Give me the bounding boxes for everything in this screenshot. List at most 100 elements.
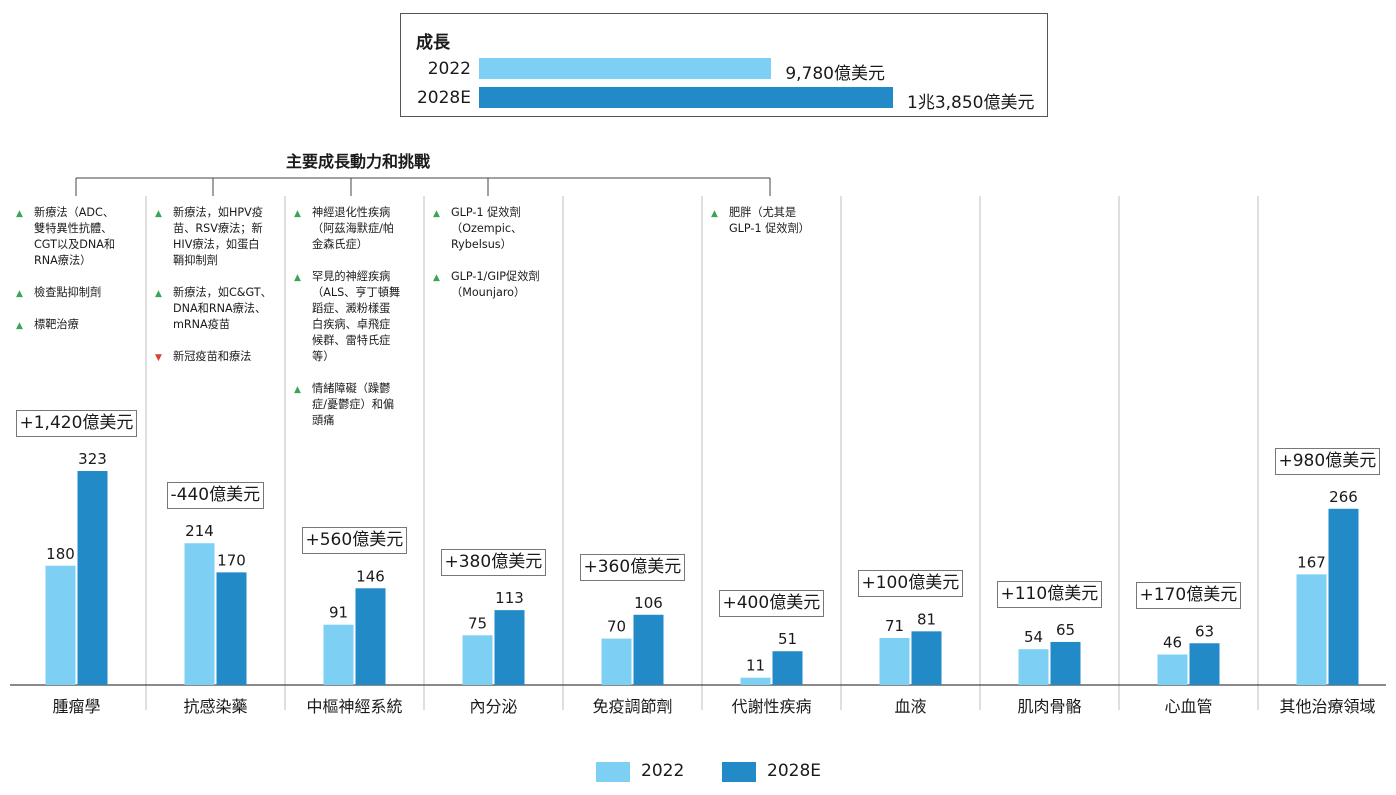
driver-note: ▲ GLP-1/GIP促效劑 （Mounjaro）: [433, 269, 558, 301]
notes-column-3: ▲ GLP-1 促效劑 （Ozempic、 Rybelsus） ▲ GLP-1/GIP…: [433, 205, 558, 317]
bar-2022-2: [323, 624, 354, 685]
growth-label-2022: 2022: [427, 59, 471, 79]
bar-2028e-2: [355, 588, 386, 685]
value-label-2028e-9: 266: [1329, 488, 1358, 506]
triangle-up-icon: ▲: [294, 273, 301, 283]
legend-label-2028e: 2028E: [767, 761, 822, 781]
drivers-title: 主要成長動力和挑戰: [286, 152, 431, 171]
bar-2022-7: [1018, 649, 1049, 685]
driver-note-text: 檢查點抑制劑: [34, 286, 102, 299]
category-label-3: 內分泌: [469, 697, 518, 716]
growth-summary-box: 成長 2022 9,780億美元 2028E 1兆3,850億美元: [400, 13, 1048, 117]
notes-column-0: ▲ 新療法（ADC、 雙特異性抗體、 CGT以及DNA和 RNA療法） ▲ 檢查點抑制…: [16, 205, 141, 349]
bar-2022-9: [1296, 574, 1327, 685]
bar-2028e-4: [633, 614, 664, 685]
growth-title: 成長: [416, 33, 450, 53]
value-label-2028e-7: 65: [1056, 621, 1075, 639]
category-label-9: 其他治療領域: [1279, 697, 1376, 716]
value-label-2022-5: 11: [746, 657, 765, 675]
growth-bar-2022: [479, 58, 772, 79]
triangle-up-icon: ▲: [433, 209, 440, 219]
value-label-2022-6: 71: [885, 617, 904, 635]
delta-label-1: -440億美元: [166, 482, 265, 510]
value-label-2022-7: 54: [1024, 628, 1043, 646]
delta-label-0: +1,420億美元: [15, 410, 138, 437]
triangle-down-icon: ▼: [155, 353, 162, 363]
bar-2022-8: [1157, 654, 1188, 685]
driver-note: ▲ 標靶治療: [16, 317, 141, 333]
bar-2022-4: [601, 638, 632, 685]
delta-label-9: +980億美元: [1274, 447, 1381, 475]
driver-note-text: GLP-1 促效劑 （Ozempic、 Rybelsus）: [451, 206, 523, 251]
category-label-1: 抗感染藥: [183, 697, 248, 716]
value-label-2028e-0: 323: [78, 450, 107, 468]
value-label-2022-1: 214: [185, 522, 214, 540]
driver-note-text: 新療法，如C&GT、 DNA和RNA療法、 mRNA疫苗: [173, 286, 272, 331]
driver-note: ▲ 新療法，如C&GT、 DNA和RNA療法、 mRNA疫苗: [155, 285, 280, 333]
bar-2028e-0: [77, 471, 108, 685]
driver-note: ▲ GLP-1 促效劑 （Ozempic、 Rybelsus）: [433, 205, 558, 253]
bar-2022-5: [740, 677, 771, 685]
legend-label-2022: 2022: [641, 761, 685, 781]
bar-2022-6: [879, 637, 910, 685]
value-label-2022-9: 167: [1297, 553, 1326, 571]
value-label-2028e-2: 146: [356, 567, 385, 585]
driver-note-text: 新療法（ADC、 雙特異性抗體、 CGT以及DNA和 RNA療法）: [34, 206, 116, 267]
growth-label-2028e: 2028E: [416, 88, 471, 108]
driver-note-text: 肥胖（尤其是 GLP-1 促效劑）: [729, 206, 810, 235]
bar-2028e-3: [494, 610, 525, 685]
bar-2022-1: [184, 543, 215, 685]
value-label-2028e-5: 51: [778, 630, 797, 648]
category-label-6: 血液: [894, 697, 927, 716]
value-label-2022-0: 180: [46, 545, 75, 563]
bar-2028e-9: [1328, 508, 1359, 685]
delta-label-3: +380億美元: [440, 549, 547, 577]
driver-note-text: 情緒障礙（躁鬱 症/憂鬱症）和偏 頭痛: [312, 382, 395, 427]
driver-note-text: GLP-1/GIP促效劑 （Mounjaro）: [451, 270, 540, 299]
category-label-2: 中樞神經系統: [306, 697, 403, 716]
driver-note: ▼ 新冠疫苗和療法: [155, 349, 280, 365]
value-label-2022-2: 91: [329, 604, 348, 622]
driver-note-text: 新冠疫苗和療法: [173, 350, 252, 363]
growth-value-2022: 9,780億美元: [785, 64, 885, 84]
bar-2028e-8: [1189, 643, 1220, 685]
driver-note-text: 神經退化性疾病 （阿茲海默症/帕 金森氏症）: [312, 206, 395, 251]
category-label-8: 心血管: [1164, 697, 1213, 716]
category-label-0: 腫瘤學: [52, 697, 101, 716]
value-label-2028e-8: 63: [1195, 622, 1214, 640]
triangle-up-icon: ▲: [711, 209, 718, 219]
bar-2028e-1: [216, 572, 247, 685]
driver-note: ▲ 神經退化性疾病 （阿茲海默症/帕 金森氏症）: [294, 205, 419, 253]
bar-2028e-5: [772, 651, 803, 685]
triangle-up-icon: ▲: [433, 273, 440, 283]
value-label-2022-3: 75: [468, 614, 487, 632]
delta-label-6: +100億美元: [857, 570, 964, 598]
bar-2028e-6: [911, 631, 942, 685]
value-label-2028e-1: 170: [217, 551, 246, 569]
value-label-2028e-4: 106: [634, 594, 663, 612]
category-label-4: 免疫調節劑: [592, 697, 673, 716]
triangle-up-icon: ▲: [16, 209, 23, 219]
triangle-up-icon: ▲: [294, 385, 301, 395]
legend: 2022 2028E: [0, 760, 1396, 786]
legend-swatch-2028e: [722, 762, 756, 782]
category-label-5: 代謝性疾病: [731, 697, 812, 716]
delta-label-4: +360億美元: [579, 553, 686, 581]
value-label-2028e-6: 81: [917, 610, 936, 628]
driver-note: ▲ 新療法，如HPV疫 苗、RSV療法；新 HIV療法，如蛋白 鞘抑制劑: [155, 205, 280, 269]
driver-note: ▲ 肥胖（尤其是 GLP-1 促效劑）: [711, 205, 836, 237]
notes-column-5: ▲ 肥胖（尤其是 GLP-1 促效劑）: [711, 205, 836, 253]
delta-label-2: +560億美元: [301, 527, 408, 555]
value-label-2022-4: 70: [607, 618, 626, 636]
driver-note-text: 標靶治療: [34, 318, 79, 331]
delta-label-8: +170億美元: [1135, 582, 1242, 610]
notes-column-2: ▲ 神經退化性疾病 （阿茲海默症/帕 金森氏症） ▲ 罕見的神經疾病 （ALS、亨丁頓…: [294, 205, 419, 445]
triangle-up-icon: ▲: [16, 321, 23, 331]
driver-note-text: 罕見的神經疾病 （ALS、亨丁頓舞 蹈症、澱粉樣蛋 白疾病、卓飛症 候群、雷特氏…: [312, 270, 401, 363]
driver-note: ▲ 罕見的神經疾病 （ALS、亨丁頓舞 蹈症、澱粉樣蛋 白疾病、卓飛症 候群、雷特…: [294, 269, 419, 365]
driver-note: ▲ 檢查點抑制劑: [16, 285, 141, 301]
bar-2022-3: [462, 635, 493, 685]
bar-2028e-7: [1050, 641, 1081, 685]
category-label-7: 肌肉骨骼: [1017, 697, 1082, 716]
